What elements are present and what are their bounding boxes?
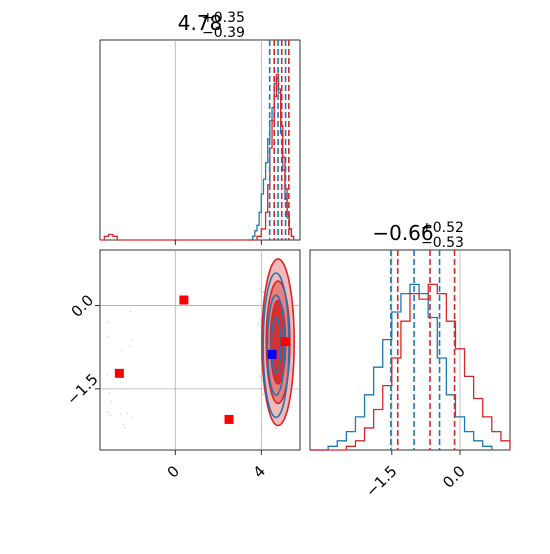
- sample-point: [131, 338, 133, 341]
- density-contours: [261, 258, 295, 427]
- sample-point: [107, 335, 110, 338]
- marginal-histogram-param-1: 4.78 +0.35 −0.39: [99, 10, 301, 245]
- marker-red-2: [224, 414, 234, 424]
- histogram-red-series: [310, 283, 511, 451]
- histogram-red-series: [100, 73, 295, 241]
- marker-red-1: [114, 368, 124, 378]
- axes-frame-param-1: [99, 39, 301, 241]
- marginal-histogram-param-2: −1.5 0.0 −0.66 +0.52 −0.53: [309, 220, 511, 501]
- axes-frame-param-2: [309, 249, 511, 451]
- x-tick-label-1: 0.0: [439, 462, 469, 492]
- x-ticks-param-2: −1.5 0.0: [362, 450, 469, 501]
- sample-point: [129, 310, 132, 313]
- x-tick-label-1: 4: [250, 462, 269, 481]
- sample-point: [262, 393, 264, 396]
- sample-point: [110, 401, 113, 403]
- sample-point: [275, 427, 278, 430]
- y-tick-label-1: −1.5: [63, 370, 101, 408]
- marker-red-3: [280, 337, 290, 347]
- sample-point: [107, 411, 109, 413]
- title-param-2: −0.66: [372, 221, 433, 245]
- title-value-param-1: 4.78: [178, 11, 223, 35]
- sample-point: [109, 414, 112, 416]
- histogram-series-param-1: [100, 73, 295, 241]
- sample-point: [130, 417, 133, 419]
- marker-blue-4: [267, 349, 277, 359]
- title-lower-error-param-2: −0.53: [421, 235, 464, 251]
- histogram-series-param-2: [310, 283, 511, 451]
- sample-point: [106, 373, 108, 376]
- square-markers: [114, 295, 290, 424]
- y-tick-label-0: 0.0: [68, 291, 98, 321]
- sample-point: [108, 391, 111, 394]
- quantile-lines-param-1: [268, 40, 290, 240]
- y-ticks-joint: 0.0 −1.5: [63, 291, 101, 408]
- title-upper-error-param-2: +0.52: [421, 220, 464, 236]
- sample-point: [126, 412, 129, 414]
- sample-point: [121, 350, 123, 352]
- sample-point: [257, 323, 260, 326]
- x-tick-label-0: 0: [164, 462, 183, 481]
- x-ticks-param-1: [174, 240, 262, 245]
- title-value-param-2: −0.66: [372, 221, 433, 245]
- sample-point: [120, 413, 122, 415]
- marker-red-0: [179, 295, 189, 305]
- title-param-1: 4.78: [178, 11, 223, 35]
- x-tick-label-0: −1.5: [362, 462, 400, 500]
- sample-point: [258, 375, 261, 377]
- sample-point: [262, 291, 265, 294]
- quantile-lines-param-2: [390, 250, 456, 450]
- title-upper-error-param-1: +0.35: [202, 10, 245, 26]
- sample-point: [124, 426, 126, 429]
- sample-point: [107, 320, 109, 323]
- sample-point: [129, 345, 131, 348]
- sample-point: [122, 423, 125, 426]
- title-lower-error-param-1: −0.39: [202, 25, 245, 41]
